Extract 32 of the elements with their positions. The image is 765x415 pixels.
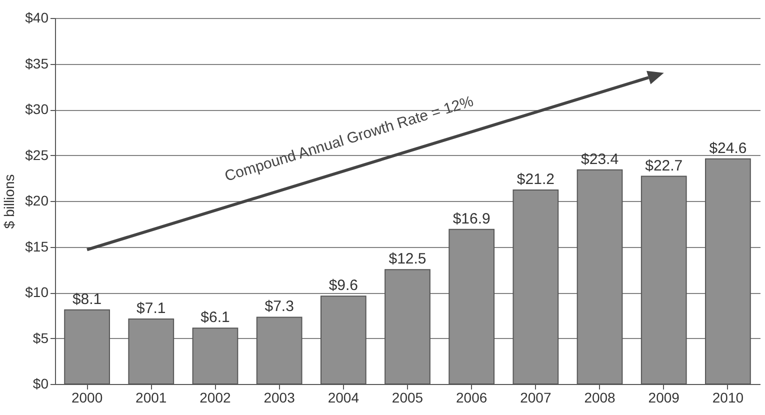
x-tick-label: 2001 <box>136 390 167 406</box>
data-label: $21.2 <box>516 171 554 188</box>
data-label: $12.5 <box>388 250 426 268</box>
data-label: $6.1 <box>200 309 230 326</box>
x-tick-label: 2003 <box>264 390 296 406</box>
y-tick-label: $35 <box>25 55 49 72</box>
x-tick-label: 2002 <box>200 390 232 406</box>
y-tick-label: $30 <box>25 101 49 117</box>
y-tick-label: $0 <box>32 376 49 392</box>
x-tick-label: 2006 <box>456 390 488 406</box>
y-axis-title: $ billions <box>1 174 18 229</box>
y-tick-label: $20 <box>25 192 49 208</box>
y-tick-label: $25 <box>25 146 49 163</box>
y-tick-label: $10 <box>25 284 49 300</box>
x-tick-label: 2009 <box>648 390 680 406</box>
data-label: $9.6 <box>328 277 358 294</box>
x-tick-label: 2000 <box>71 390 103 406</box>
x-tick-label: 2010 <box>712 390 744 406</box>
y-tick-label: $40 <box>25 10 49 26</box>
data-label: $23.4 <box>581 150 619 168</box>
data-label: $8.1 <box>72 290 102 308</box>
data-label: $24.6 <box>709 140 747 157</box>
x-tick-label: 2008 <box>584 390 616 406</box>
data-label: $16.9 <box>452 210 490 228</box>
data-label: $22.7 <box>645 157 683 174</box>
x-tick-label: 2005 <box>392 390 424 406</box>
y-tick-label: $15 <box>25 238 49 254</box>
data-label: $7.1 <box>136 300 166 318</box>
data-label: $7.3 <box>264 298 294 316</box>
y-tick-label: $5 <box>32 330 49 346</box>
x-tick-label: 2004 <box>328 390 360 406</box>
x-tick-label: 2007 <box>520 390 552 406</box>
